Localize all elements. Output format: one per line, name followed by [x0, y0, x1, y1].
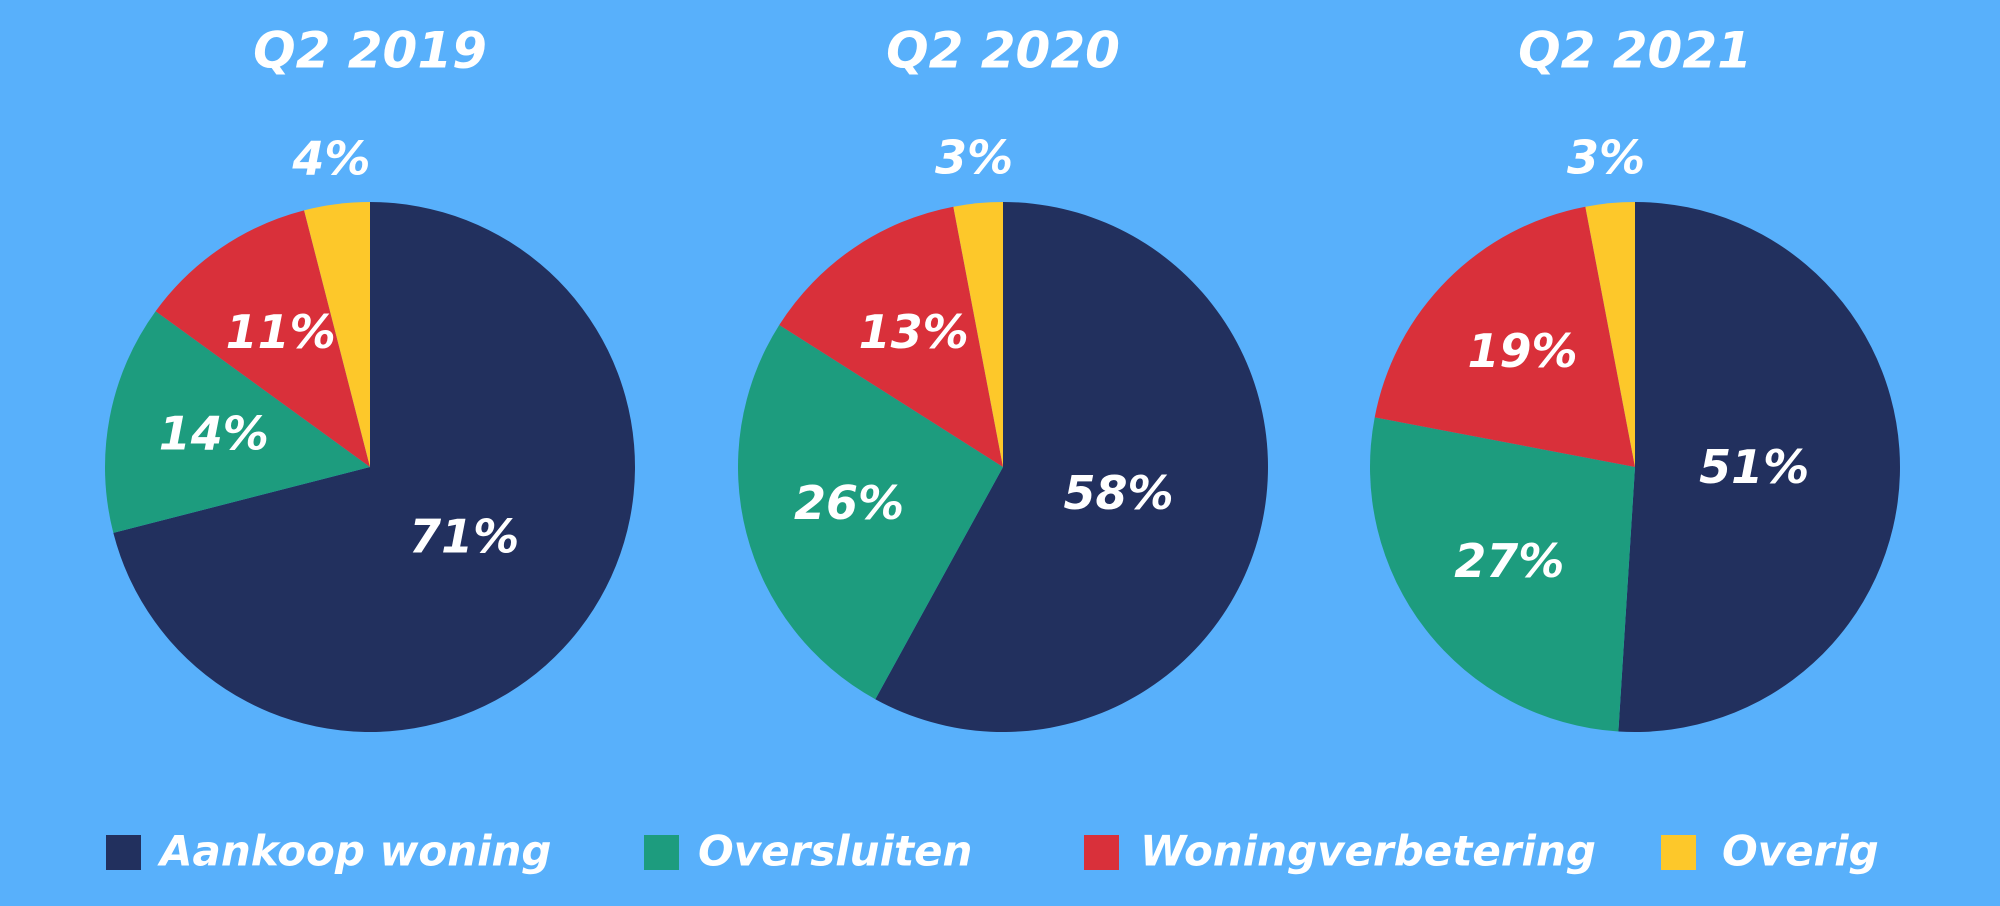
legend-label: Aankoop woning [157, 827, 552, 876]
data-label: 71% [409, 510, 519, 564]
legend-swatch [1661, 835, 1696, 870]
legend-label: Overig [1722, 827, 1879, 876]
pie-slice [113, 202, 636, 732]
legend-swatch [106, 835, 141, 870]
pie-slice [155, 210, 370, 468]
data-label: 58% [1063, 466, 1173, 520]
data-label: 3% [935, 130, 1013, 184]
pie-slice [1585, 202, 1635, 467]
data-label: 51% [1699, 440, 1809, 494]
pie-slice [304, 202, 370, 467]
legend-label: Woningverbetering [1140, 827, 1596, 876]
pie-slice [953, 202, 1003, 467]
pie-slice [1618, 202, 1900, 732]
data-label: 13% [859, 305, 969, 359]
data-label: 27% [1454, 534, 1564, 588]
pie-slice [738, 325, 1003, 700]
chart-title: Q2 2019 [253, 22, 487, 80]
legend-label: Oversluiten [698, 827, 972, 876]
pie-slice [875, 202, 1268, 732]
pie-slice [1374, 206, 1635, 467]
pie-slice [779, 206, 1003, 467]
data-label: 14% [159, 407, 269, 461]
data-label: 3% [1567, 130, 1645, 184]
data-label: 11% [226, 305, 336, 359]
data-label: 19% [1468, 324, 1578, 378]
data-label: 26% [794, 476, 904, 530]
pie-slice [104, 311, 370, 533]
legend-swatch [644, 835, 679, 870]
data-label: 4% [291, 132, 370, 186]
pie-slice [1369, 417, 1635, 732]
chart-title: Q2 2021 [1518, 22, 1752, 80]
legend-swatch [1084, 835, 1119, 870]
chart-title: Q2 2020 [886, 22, 1120, 80]
